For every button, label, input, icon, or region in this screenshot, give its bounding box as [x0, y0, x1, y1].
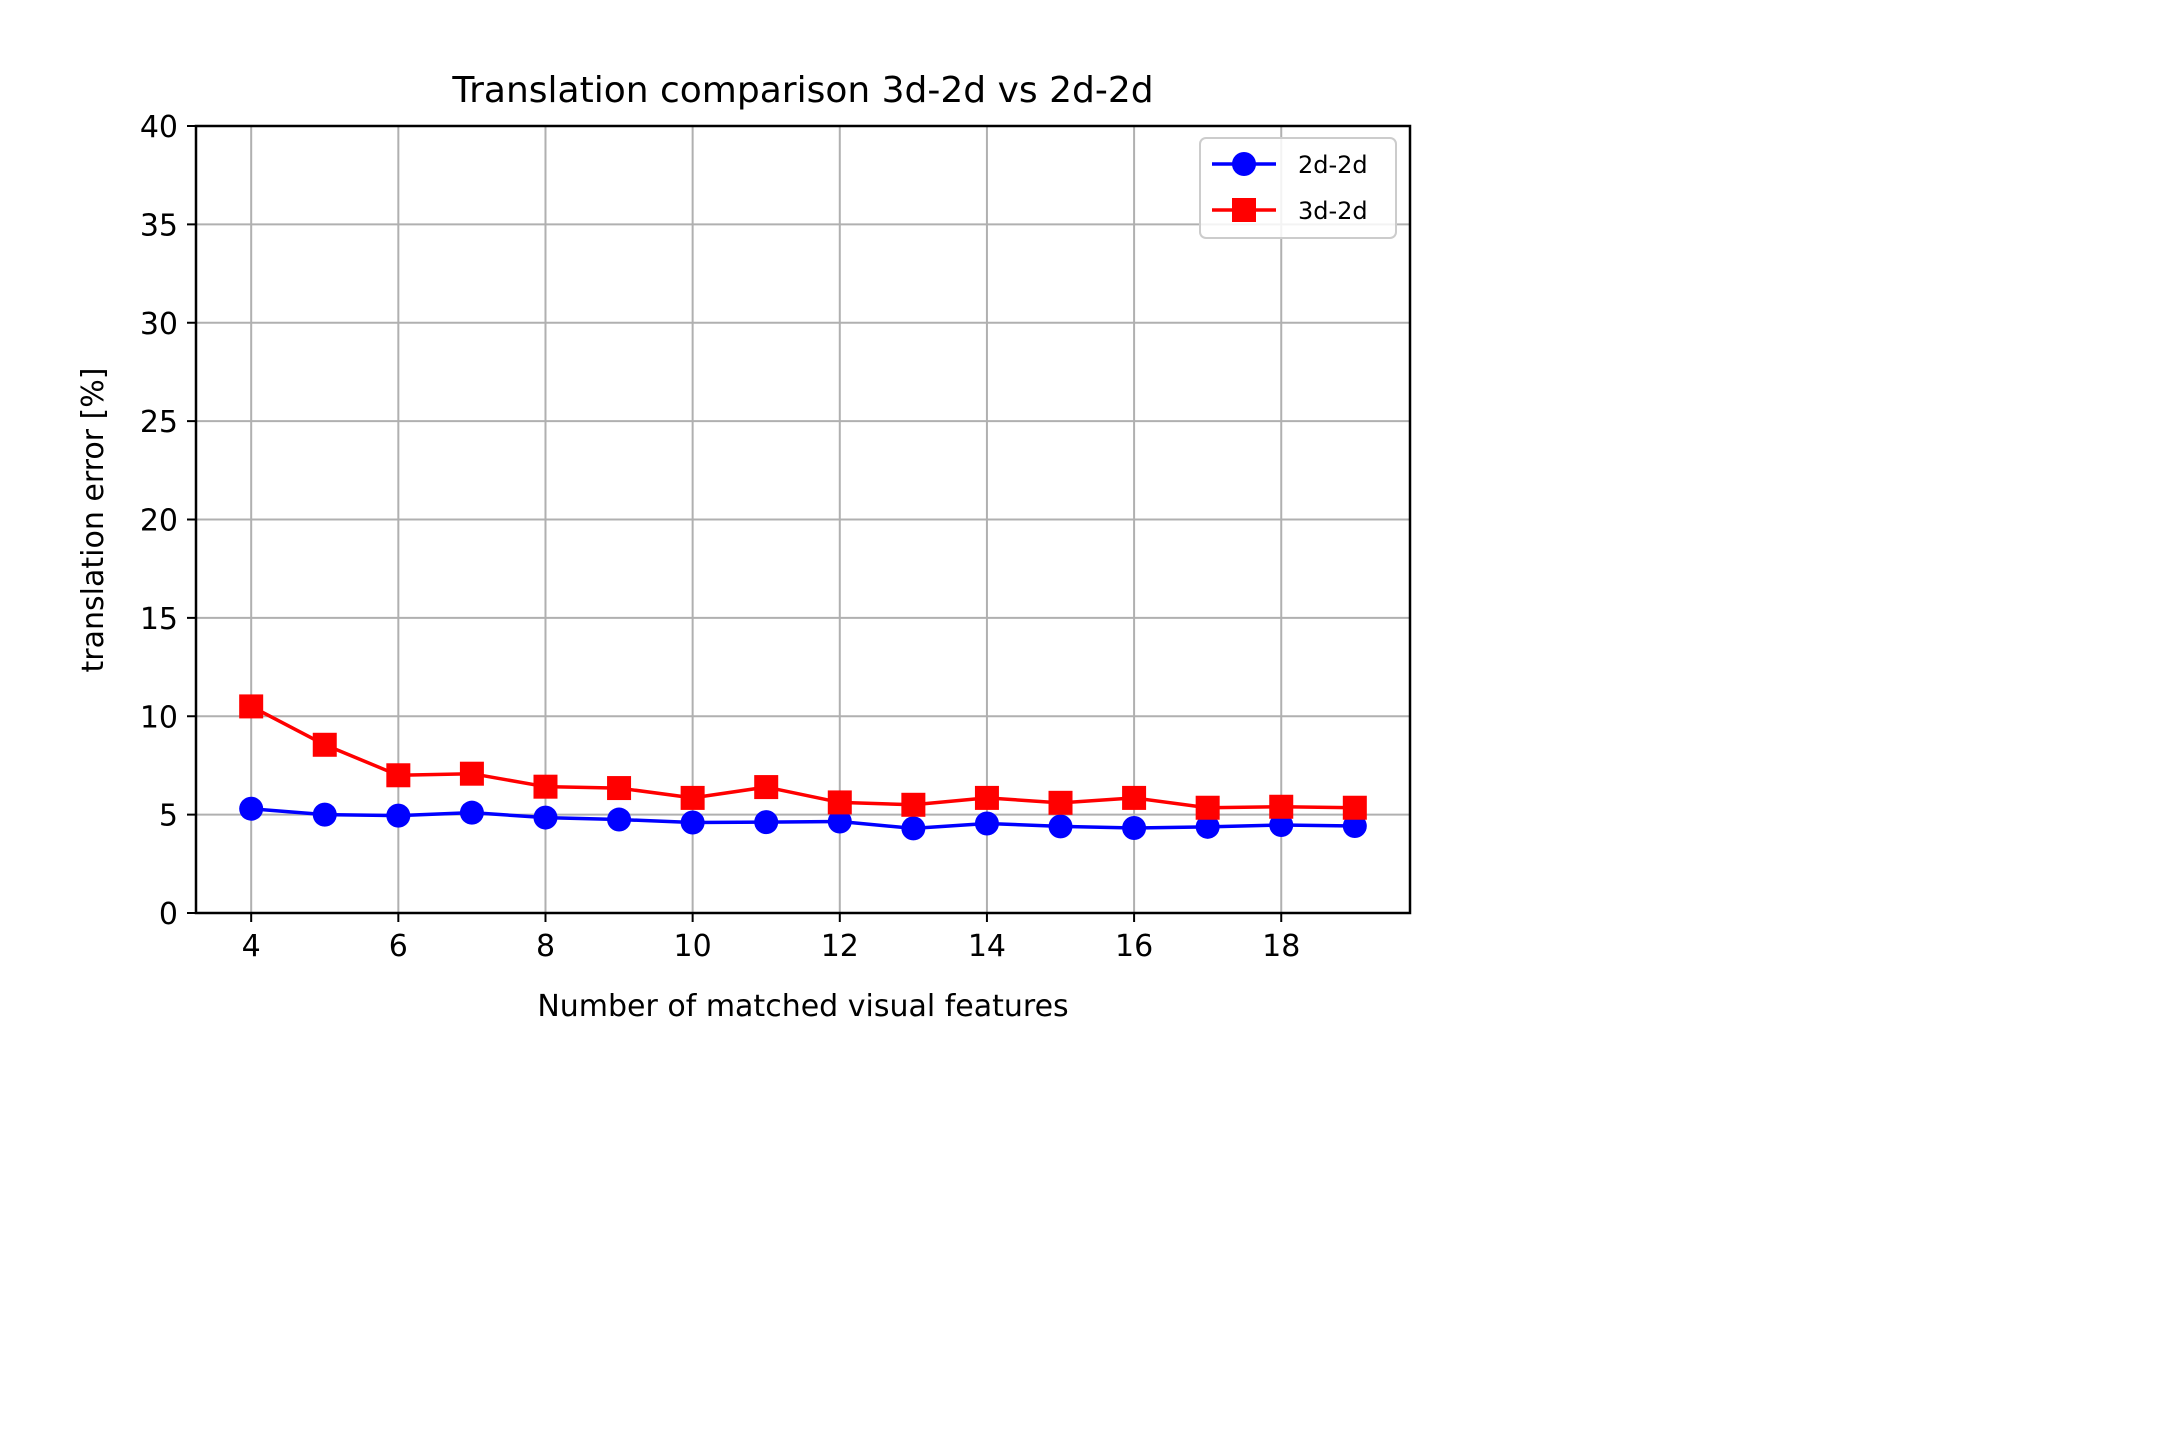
data-point-2d-2d: [901, 816, 926, 841]
chart-figure: 4 6 8 10 12 14 16 18 0 5 10 15 20 25 30 35 40 Translatio…: [76, 70, 1412, 1024]
legend-label: 2d-2d: [1298, 151, 1368, 179]
data-point-3d-2d: [459, 761, 484, 786]
y-tick-label: 5: [159, 799, 178, 834]
data-point-3d-2d: [1269, 794, 1294, 819]
plot-frame: [194, 124, 1412, 915]
data-point-3d-2d: [239, 694, 264, 719]
data-point-3d-2d: [1342, 795, 1367, 820]
data-point-3d-2d: [754, 775, 779, 800]
y-tick-label: 35: [140, 208, 178, 243]
x-tick-label: 16: [1115, 929, 1153, 964]
data-point-2d-2d: [754, 810, 779, 835]
x-tick-label: 12: [821, 929, 859, 964]
line-chart: 4 6 8 10 12 14 16 18 0 5 10 15 20 25 30 35 40 Translatio…: [76, 70, 1412, 1024]
series-layer: [239, 694, 1367, 841]
y-tick-label: 10: [140, 700, 178, 735]
x-tick-label: 6: [389, 929, 408, 964]
y-axis-label: translation error [%]: [76, 368, 111, 673]
data-point-3d-2d: [533, 774, 558, 799]
series-line-3d-2d: [250, 704, 1355, 810]
data-point-3d-2d: [974, 785, 999, 810]
data-point-3d-2d: [1195, 795, 1220, 820]
legend-label: 3d-2d: [1298, 197, 1368, 225]
y-tick-label: 30: [140, 307, 178, 342]
data-point-3d-2d: [386, 763, 411, 788]
legend-marker: [1232, 152, 1256, 176]
data-point-3d-2d: [312, 732, 337, 757]
data-point-3d-2d: [680, 785, 705, 810]
data-point-2d-2d: [386, 803, 411, 828]
axes-layer: 4 6 8 10 12 14 16 18 0 5 10 15 20 25 30 35 40: [140, 110, 1412, 964]
data-point-3d-2d: [607, 776, 632, 801]
chart-title: Translation comparison 3d-2d vs 2d-2d: [451, 70, 1153, 111]
data-point-2d-2d: [1048, 814, 1073, 839]
data-point-2d-2d: [607, 807, 632, 832]
data-point-2d-2d: [827, 809, 852, 834]
data-point-2d-2d: [459, 800, 484, 825]
x-tick-label: 4: [242, 929, 261, 964]
series-2d-2d: [239, 796, 1367, 841]
x-axis-label: Number of matched visual features: [537, 989, 1068, 1024]
y-tick-label: 25: [140, 405, 178, 440]
data-point-2d-2d: [1122, 816, 1147, 841]
x-tick-label: 18: [1262, 929, 1300, 964]
data-point-2d-2d: [1269, 813, 1294, 838]
x-tick-label: 14: [968, 929, 1006, 964]
data-point-3d-2d: [1122, 785, 1147, 810]
data-point-2d-2d: [1342, 814, 1367, 839]
data-point-3d-2d: [1048, 790, 1073, 815]
x-tick-label: 8: [536, 929, 555, 964]
legend-item-3d-2d: 3d-2d: [1212, 197, 1368, 225]
data-point-2d-2d: [312, 802, 337, 827]
legend: 2d-2d 3d-2d: [1199, 137, 1397, 239]
x-tick-label: 10: [674, 929, 712, 964]
series-3d-2d: [239, 694, 1367, 820]
data-point-2d-2d: [1195, 814, 1220, 839]
data-point-2d-2d: [533, 805, 558, 830]
y-tick-label: 15: [140, 602, 178, 637]
legend-marker: [1232, 198, 1256, 222]
data-point-2d-2d: [974, 811, 999, 836]
data-point-3d-2d: [901, 792, 926, 817]
series-line-2d-2d: [251, 806, 1355, 831]
legend-item-2d-2d: 2d-2d: [1212, 151, 1368, 179]
y-tick-label: 0: [159, 897, 178, 932]
y-tick-label: 40: [140, 110, 178, 145]
data-point-2d-2d: [239, 796, 264, 821]
data-point-2d-2d: [680, 810, 705, 835]
y-tick-label: 20: [140, 504, 178, 539]
data-point-3d-2d: [827, 790, 852, 815]
